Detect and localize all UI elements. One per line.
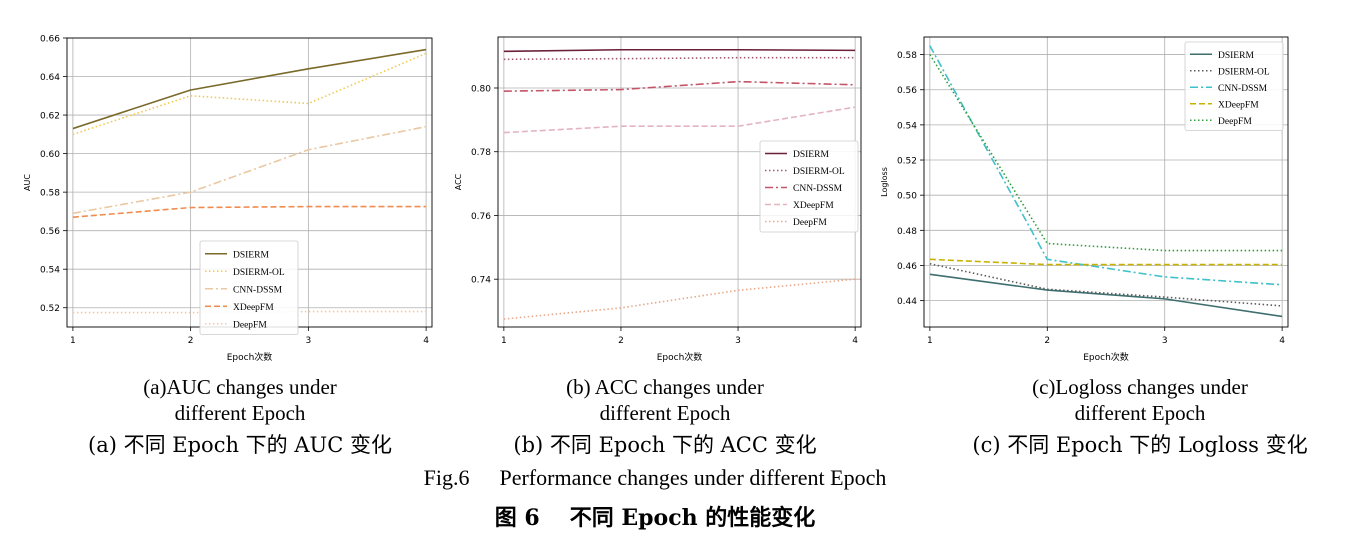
- series-line-cnn-dssm: [929, 45, 1283, 286]
- legend-box: [1184, 41, 1284, 131]
- x-tick-label: 2: [188, 336, 194, 346]
- chart-panel-logloss: 1 2 3 4 0.44 0.46 0.48 0.50 0.52 0.54 0.56 0.58 Epoc…: [875, 0, 1364, 372]
- y-tick-label: 0.44: [897, 297, 917, 307]
- legend-label: DeepFM: [233, 320, 267, 330]
- x-tick-label: 4: [423, 336, 429, 346]
- series-line-deepfm: [503, 278, 856, 320]
- series-line-xdeepfm: [503, 106, 856, 134]
- figure-title-en: Performance changes under different Epoc…: [499, 465, 887, 490]
- figure-title-cn: 不同 Epoch 的性能变化: [569, 505, 816, 531]
- x-tick-label: 3: [735, 336, 741, 346]
- legend-label: XDeepFM: [233, 303, 274, 313]
- y-tick-label: 0.56: [897, 86, 917, 96]
- y-tick-label: 0.74: [471, 276, 491, 286]
- y-tick-label: 0.54: [897, 121, 917, 131]
- legend-box: [199, 240, 299, 335]
- y-tick-label: 0.60: [40, 150, 60, 160]
- legend-label: XDeepFM: [1218, 100, 1259, 110]
- x-axis-label: Epoch次数: [1083, 351, 1129, 363]
- x-tick-label: 4: [852, 336, 858, 346]
- legend-label: DeepFM: [1218, 117, 1252, 127]
- x-tick-label: 1: [70, 336, 76, 346]
- x-axis-label: Epoch次数: [657, 351, 703, 363]
- plot-frame: [923, 36, 1289, 328]
- series-line-dsierm: [929, 273, 1283, 318]
- x-tick-label: 2: [618, 336, 624, 346]
- legend-label: XDeepFM: [793, 201, 834, 211]
- subcaption-a-line1: (a)AUC changes under: [143, 375, 337, 399]
- y-tick-label: 0.62: [40, 112, 60, 122]
- legend-label: DSIERM-OL: [793, 167, 845, 177]
- x-tick-label: 3: [306, 336, 312, 346]
- y-tick-label: 0.54: [40, 266, 60, 276]
- figure-tag-cn: 图 6: [494, 505, 540, 531]
- legend-label: DSIERM: [1218, 51, 1254, 61]
- y-axis-label: ACC: [454, 173, 463, 190]
- series-line-dsierm-ol: [929, 262, 1283, 307]
- series-line-xdeepfm: [72, 205, 427, 218]
- figure-caption-en: Fig.6 Performance changes under different…: [0, 465, 1310, 491]
- x-tick-label: 3: [1162, 336, 1168, 346]
- subcaption-a-line2: different Epoch: [174, 401, 306, 425]
- y-tick-label: 0.76: [471, 212, 491, 222]
- plot-frame: [497, 36, 862, 328]
- subcaption-c: (c)Logloss changes under different Epoch…: [930, 374, 1350, 458]
- series-line-cnn-dssm: [72, 125, 427, 215]
- y-tick-label: 0.52: [897, 157, 917, 167]
- legend-label: DSIERM-OL: [1218, 67, 1270, 77]
- x-tick-label: 2: [1044, 336, 1050, 346]
- legend-label: DSIERM-OL: [233, 268, 285, 278]
- y-axis-label: AUC: [23, 174, 32, 191]
- legend-label: DSIERM: [793, 150, 829, 160]
- series-line-dsierm-ol: [503, 56, 856, 61]
- chart-panel-auc: 1 2 3 4 0.52 0.54 0.56 0.58 0.60 0.62 0.64 0.66 Epoc…: [0, 0, 450, 372]
- subcaption-b-line2: different Epoch: [599, 401, 731, 425]
- series-line-dsierm: [503, 48, 856, 53]
- legend-box: [759, 140, 859, 233]
- y-tick-label: 0.58: [897, 51, 917, 61]
- subcaption-c-line1: (c)Logloss changes under: [1032, 375, 1248, 399]
- subcaption-a: (a)AUC changes under different Epoch (a)…: [60, 374, 420, 458]
- x-axis-label: Epoch次数: [227, 351, 273, 363]
- subcaption-a-cn: (a) 不同 Epoch 下的 AUC 变化: [88, 433, 392, 457]
- y-tick-label: 0.52: [40, 304, 60, 314]
- y-axis-label: Logloss: [880, 167, 889, 197]
- series-line-deepfm: [929, 54, 1283, 252]
- legend-label: CNN-DSSM: [1218, 84, 1268, 94]
- y-tick-label: 0.46: [897, 262, 917, 272]
- y-tick-label: 0.56: [40, 227, 60, 237]
- legend-label: CNN-DSSM: [793, 184, 843, 194]
- legend-label: DeepFM: [793, 218, 827, 228]
- y-tick-label: 0.50: [897, 192, 917, 202]
- y-tick-label: 0.58: [40, 189, 60, 199]
- series-line-xdeepfm: [929, 258, 1283, 266]
- legend-label: DSIERM: [233, 250, 269, 260]
- acc-chart: 1 2 3 4 0.74 0.76 0.78 0.80 Epoch次数 ACC DSIERM DSIE…: [454, 36, 862, 363]
- figure-tag-en: Fig.6: [423, 465, 470, 490]
- figure-caption-cn: 图 6 不同 Epoch 的性能变化: [0, 500, 1310, 532]
- logloss-chart: 1 2 3 4 0.44 0.46 0.48 0.50 0.52 0.54 0.56 0.58 Epoc…: [880, 36, 1289, 363]
- subcaption-b-line1: (b) ACC changes under: [566, 375, 764, 399]
- y-tick-label: 0.64: [40, 73, 60, 83]
- y-tick-label: 0.78: [471, 148, 491, 158]
- series-line-dsierm-ol: [72, 52, 427, 136]
- x-tick-label: 1: [927, 336, 933, 346]
- series-line-cnn-dssm: [503, 80, 856, 92]
- series-line-dsierm: [72, 48, 427, 130]
- y-tick-label: 0.80: [471, 84, 491, 94]
- x-tick-label: 1: [501, 336, 507, 346]
- auc-chart: 1 2 3 4 0.52 0.54 0.56 0.58 0.60 0.62 0.64 0.66 Epoc…: [23, 35, 433, 363]
- y-tick-label: 0.48: [897, 227, 917, 237]
- y-tick-label: 0.66: [40, 35, 60, 45]
- chart-panel-acc: 1 2 3 4 0.74 0.76 0.78 0.80 Epoch次数 ACC DSIERM DSIE…: [450, 0, 895, 372]
- subcaption-c-line2: different Epoch: [1074, 401, 1206, 425]
- subcaption-b-cn: (b) 不同 Epoch 下的 ACC 变化: [513, 433, 817, 457]
- legend-label: CNN-DSSM: [233, 285, 283, 295]
- subcaption-b: (b) ACC changes under different Epoch (b…: [480, 374, 850, 458]
- subcaption-c-cn: (c) 不同 Epoch 下的 Logloss 变化: [972, 433, 1308, 457]
- x-tick-label: 4: [1279, 336, 1285, 346]
